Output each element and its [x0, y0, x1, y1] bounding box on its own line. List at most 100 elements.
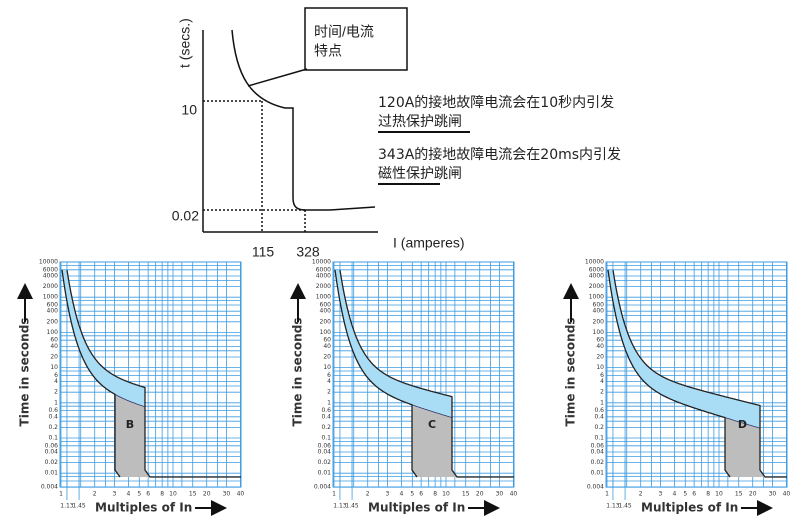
- note: 343A的接地故障电流会在20ms内引发: [378, 146, 621, 163]
- y-tick-label: 0.06: [45, 442, 59, 449]
- x-tick-label: 1.13: [333, 503, 347, 510]
- y-tick-label: 600: [593, 302, 605, 309]
- x-tick-label: 3: [386, 491, 390, 498]
- y-tick-label: 6000: [316, 266, 331, 273]
- upper-curve: [612, 269, 787, 478]
- guides: [203, 100, 306, 232]
- plot-frame: [332, 261, 515, 488]
- y-tick-label: 6: [600, 372, 604, 379]
- curve-label: D: [738, 418, 747, 431]
- x-tick-label: 10: [715, 491, 723, 498]
- x-tick-label: 30: [496, 491, 504, 498]
- y-tick-label: 0.004: [587, 484, 604, 491]
- x-tick-label: 5: [137, 491, 141, 498]
- y-tick-label: 0.004: [314, 484, 331, 491]
- y-tick-label: 0.1: [321, 435, 331, 442]
- y-tick-label: 6000: [43, 266, 58, 273]
- y-tick-label: 6: [327, 372, 331, 379]
- y-tick-label: 200: [47, 318, 59, 325]
- x-tick-label: 15: [189, 491, 197, 498]
- x-tick-label: 4: [400, 491, 404, 498]
- y-tick-label: 0.04: [45, 449, 59, 456]
- y-tick-label: 0.4: [594, 413, 604, 420]
- upper-curve: [66, 269, 241, 478]
- y-tick-label: 0.02: [172, 208, 199, 224]
- x-tick-label: 4: [673, 491, 677, 498]
- trip-curve: [231, 29, 376, 211]
- y-tick-label: 20: [50, 354, 58, 361]
- x-tick-label: 10: [169, 491, 177, 498]
- x-tick-label: 8: [433, 491, 437, 498]
- curve-label: B: [126, 418, 134, 431]
- y-tick-label: 2: [54, 389, 58, 396]
- y-tick-label: 0.2: [594, 424, 604, 431]
- x-tick-label: 2: [366, 491, 370, 498]
- y-tick-label: 2: [327, 389, 331, 396]
- magnetic-band: [725, 417, 765, 477]
- y-tick-label: 40: [323, 343, 331, 350]
- y-tick-label: 100: [47, 329, 59, 336]
- x-tick-label: 4: [127, 491, 131, 498]
- x-tick-label: 1.45: [618, 503, 632, 510]
- y-tick-label: 6000: [589, 266, 604, 273]
- y-tick-label: 0.4: [48, 413, 58, 420]
- y-tick-label: 0.6: [594, 407, 604, 414]
- upper-curve: [339, 269, 514, 478]
- x-tick-label: 3: [113, 491, 117, 498]
- y-tick-label: 0.04: [591, 449, 605, 456]
- lower-curve: [334, 269, 418, 478]
- y-tick-label: 10000: [312, 259, 331, 266]
- x-tick-label: 5: [410, 491, 414, 498]
- x-tick-label: 8: [706, 491, 710, 498]
- y-tick-label: 60: [323, 337, 331, 344]
- y-tick-label: 10: [323, 364, 331, 371]
- x-tick-label: 1: [59, 491, 63, 498]
- lower-curve: [607, 269, 731, 478]
- x-tick-label: 10: [442, 491, 450, 498]
- y-tick-label: 600: [320, 302, 332, 309]
- x-tick-label: 30: [769, 491, 777, 498]
- y-tick-label: 0.06: [591, 442, 605, 449]
- callout-text: 特点: [314, 43, 342, 59]
- y-tick-label: 200: [593, 318, 605, 325]
- x-tick-label: 3: [659, 491, 663, 498]
- lower-curve-ext: [411, 404, 453, 418]
- y-tick-label: 0.02: [591, 459, 605, 466]
- curve-label: C: [428, 418, 436, 431]
- x-tick-label: 20: [203, 491, 211, 498]
- x-tick-label: 20: [749, 491, 757, 498]
- y-tick-label: 400: [593, 308, 605, 315]
- y-tick-label: 0.004: [41, 484, 58, 491]
- callout-pointer: [247, 68, 308, 87]
- x-tick-label: 1: [332, 491, 336, 498]
- x-tick-label: 40: [510, 491, 518, 498]
- lower-curve-ext: [724, 417, 761, 429]
- x-tick-label: 1.13: [606, 503, 620, 510]
- y-tick-label: 0.01: [45, 470, 59, 477]
- y-tick-label: 10: [596, 364, 604, 371]
- y-tick-label: 0.06: [318, 442, 332, 449]
- x-axis-label: I (amperes): [393, 235, 465, 251]
- x-tick-label: 1.45: [72, 503, 86, 510]
- plot-frame: [59, 261, 242, 488]
- y-tick-label: 100: [320, 329, 332, 336]
- x-tick-label: 15: [462, 491, 470, 498]
- note: 120A的接地故障电流会在10秒内引发: [378, 94, 614, 111]
- y-axis-label: Time in seconds: [564, 318, 578, 427]
- y-tick-label: 1000: [316, 294, 331, 301]
- y-tick-label: 0.1: [48, 435, 58, 442]
- x-tick-label: 5: [683, 491, 687, 498]
- y-tick-label: 1000: [589, 294, 604, 301]
- x-tick-label: 20: [476, 491, 484, 498]
- y-axis-label: t (secs.): [177, 18, 193, 68]
- y-tick-label: 20: [596, 354, 604, 361]
- x-tick-label: 2: [93, 491, 97, 498]
- magnetic-band: [115, 394, 150, 477]
- y-tick-label: 0.2: [321, 424, 331, 431]
- y-tick-label: 4000: [43, 273, 58, 280]
- note: 磁性保护跳闸: [378, 166, 462, 182]
- callout-box: [304, 7, 408, 71]
- callout-text: 时间/电流: [314, 24, 374, 40]
- y-tick-label: 40: [50, 343, 58, 350]
